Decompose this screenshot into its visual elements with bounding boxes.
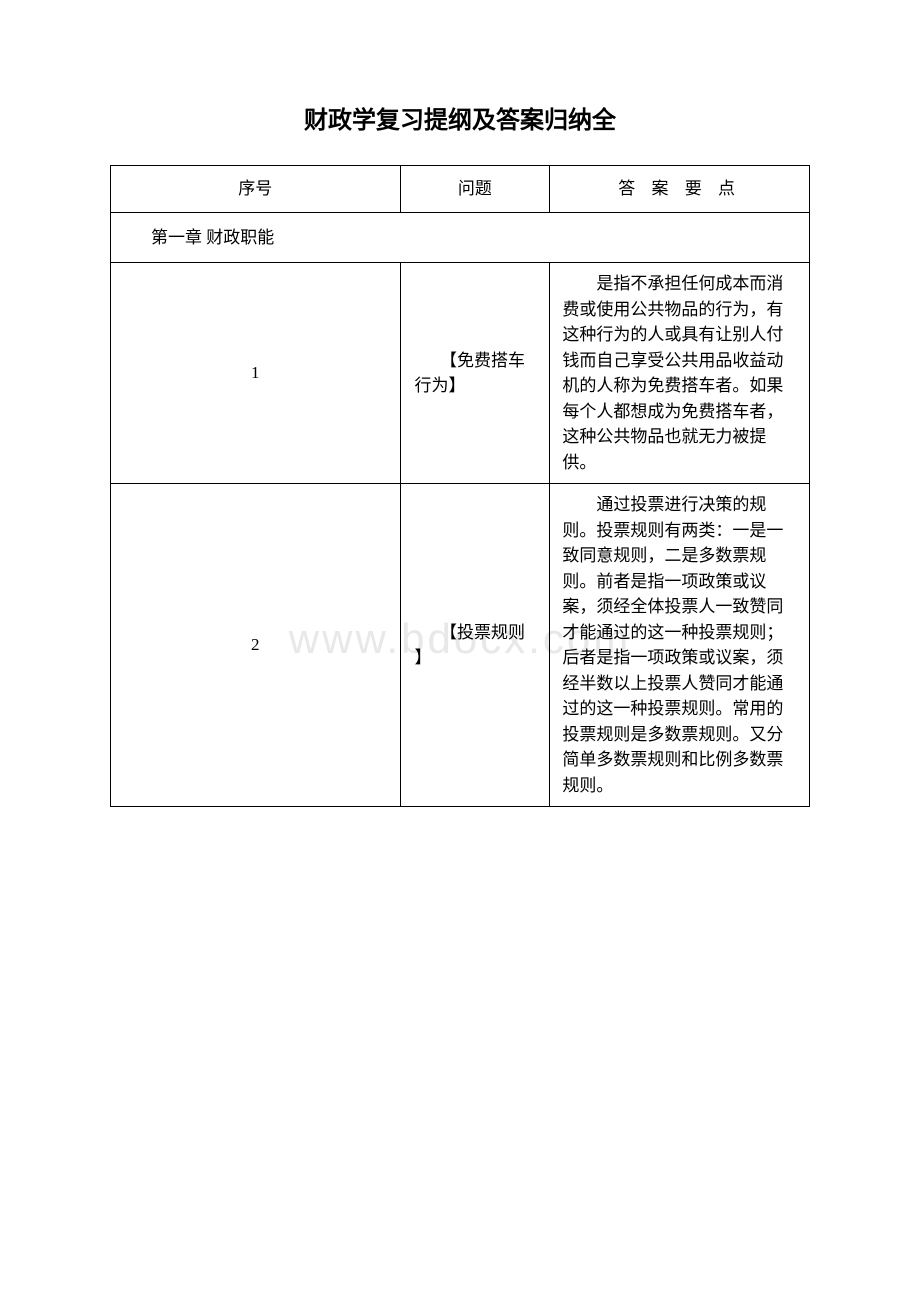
header-seq: 序号 xyxy=(111,166,401,213)
row-question: 【投票规则 】 xyxy=(400,484,550,807)
row-answer: 通过投票进行决策的规则。投票规则有两类：一是一致同意规则，二是多数票规则。前者是… xyxy=(550,484,810,807)
row-answer: 是指不承担任何成本而消费或使用公共物品的行为，有这种行为的人或具有让别人付钱而自… xyxy=(550,263,810,484)
header-answer: 答 案 要 点 xyxy=(550,166,810,213)
section-header-row: 第一章 财政职能 xyxy=(111,212,810,263)
row-question: 【免费搭车 行为】 xyxy=(400,263,550,484)
section-header: 第一章 财政职能 xyxy=(111,212,810,263)
table-row: 2 【投票规则 】 通过投票进行决策的规则。投票规则有两类：一是一致同意规则，二… xyxy=(111,484,810,807)
study-guide-table: 序号 问题 答 案 要 点 第一章 财政职能 1 【免费搭车 行为】 是指不承担… xyxy=(110,165,810,807)
row-seq: 1 xyxy=(111,263,401,484)
answer-text: 通过投票进行决策的规则。投票规则有两类：一是一致同意规则，二是多数票规则。前者是… xyxy=(562,492,797,798)
header-question: 问题 xyxy=(400,166,550,213)
question-line2: 行为】 xyxy=(415,376,466,395)
row-seq: 2 xyxy=(111,484,401,807)
question-line2: 】 xyxy=(415,648,432,667)
answer-text: 是指不承担任何成本而消费或使用公共物品的行为，有这种行为的人或具有让别人付钱而自… xyxy=(562,271,797,475)
question-line1: 【免费搭车 xyxy=(415,351,526,370)
question-line1: 【投票规则 xyxy=(415,623,526,642)
table-header-row: 序号 问题 答 案 要 点 xyxy=(111,166,810,213)
page-title: 财政学复习提纲及答案归纳全 xyxy=(110,100,810,135)
table-row: 1 【免费搭车 行为】 是指不承担任何成本而消费或使用公共物品的行为，有这种行为… xyxy=(111,263,810,484)
